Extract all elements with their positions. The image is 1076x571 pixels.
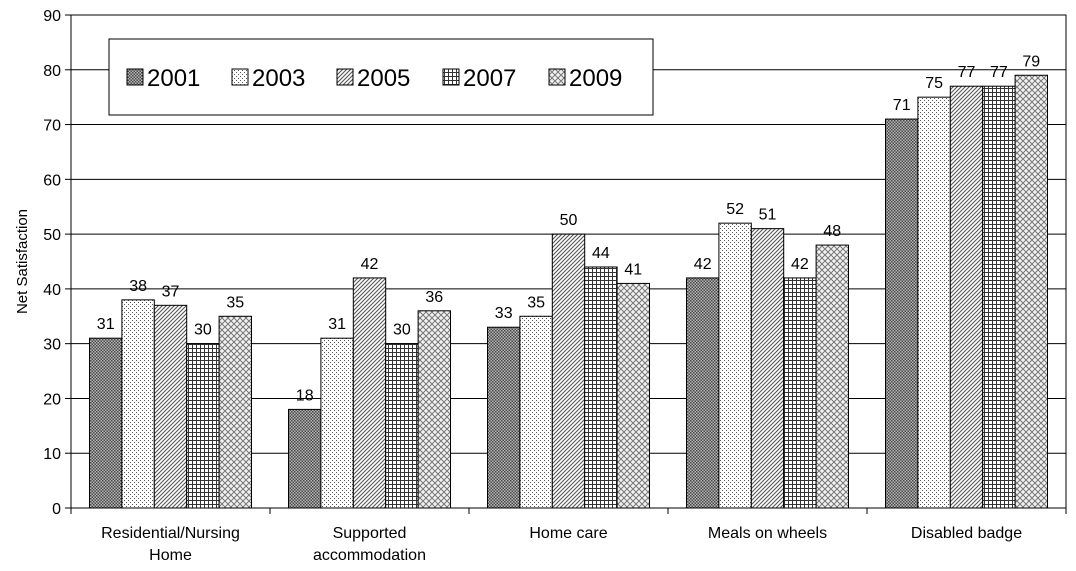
x-tick-label-line: Meals on wheels [708,525,827,542]
data-label-2009: 35 [226,294,244,311]
bar-2003 [917,96,951,509]
legend-swatch-2009 [548,68,566,86]
bar-2001 [487,326,521,509]
bar-2007 [385,343,419,509]
bar-2007 [186,343,220,509]
data-label-2007: 30 [194,322,212,339]
bar-2003 [718,222,752,509]
bar-2005 [551,233,586,509]
data-label-2007: 30 [393,322,411,339]
legend-label-2007: 2007 [463,65,516,92]
legend-label-2003: 2003 [252,65,305,92]
data-label-2005: 50 [560,212,578,229]
data-label-2005: 77 [958,64,976,81]
bar-2001 [686,277,720,509]
data-label-2007: 42 [791,256,809,273]
bar-2007 [982,85,1016,509]
y-tick-label: 40 [43,282,61,299]
x-tick-label-line: Home care [529,525,607,542]
data-label-2001: 42 [694,256,712,273]
data-label-2003: 38 [129,278,147,295]
data-label-2003: 35 [527,294,545,311]
data-label-2003: 31 [328,316,346,333]
data-label-2009: 48 [823,223,841,240]
y-axis-title: Net Satisfaction [14,209,31,314]
data-label-2009: 79 [1022,53,1040,70]
y-tick-label: 80 [43,63,61,80]
y-tick-label: 90 [43,8,61,25]
legend: 2001 2003 2005 2007 2009 [108,38,654,116]
plot-area-border [70,14,1067,509]
legend-swatch-2007 [442,68,460,86]
data-label-2005: 42 [361,256,379,273]
data-label-2005: 51 [759,207,777,224]
bar-2007 [783,277,817,509]
y-tick-label: 70 [43,118,61,135]
data-label-2001: 31 [97,316,115,333]
data-label-2003: 75 [925,75,943,92]
legend-label-2009: 2009 [569,65,622,92]
x-tick-label-line: Disabled badge [911,525,1022,542]
x-tick-label-line: Residential/Nursing [101,525,240,542]
axes: 0 10 20 30 40 50 60 70 80 90 Residential/Nursing Ho… [14,8,1067,564]
bar-2005 [949,85,984,509]
bar-2005 [352,277,387,509]
x-tick-label: Residential/Nursing Home [101,525,240,564]
data-label-2009: 36 [425,289,443,306]
data-label-2009: 41 [624,261,642,278]
y-tick-label: 0 [52,501,61,518]
bar-2001 [89,337,123,509]
x-tick-label: Supported accommodation [313,525,426,564]
bar-2009 [417,310,452,509]
y-tick-label: 50 [43,227,61,244]
bar-2005 [750,228,785,509]
bar-2009 [1014,74,1048,509]
legend-swatch-2001 [126,68,144,86]
y-tick-label: 60 [43,172,61,189]
x-tick-label: Disabled badge [911,525,1022,542]
bar-2009 [218,315,253,509]
x-tick-label-line: Supported [333,525,407,542]
bar-2003 [519,315,553,509]
data-label-2001: 33 [495,305,513,322]
bar-2003 [121,299,155,509]
y-tick-label: 20 [43,391,61,408]
bar-2001 [885,118,919,509]
data-label-2001: 71 [893,97,911,114]
legend-label-2001: 2001 [147,65,200,92]
bar-2007 [584,266,618,509]
bar-2003 [320,337,354,509]
bar-2009 [616,282,650,509]
x-tick-label-line: Home [149,547,192,564]
bar-2001 [288,408,322,509]
data-label-2001: 18 [296,387,314,404]
x-tick-label: Meals on wheels [708,525,827,542]
y-tick-label: 30 [43,337,61,354]
bar-2005 [153,304,188,509]
legend-swatch-2005 [336,68,354,86]
x-tick-label-line: accommodation [313,547,426,564]
data-label-2007: 44 [592,245,610,262]
legend-label-2005: 2005 [357,65,410,92]
data-labels: 31 38 37 30 35 18 31 42 30 36 33 35 50 44 41 42 52 51 42 48… [97,53,1040,404]
bar-2009 [815,244,849,509]
data-label-2003: 52 [726,201,744,218]
y-tick-label: 10 [43,446,61,463]
bars [89,74,1048,509]
legend-swatch-2003 [231,68,249,86]
data-label-2005: 37 [162,283,180,300]
data-label-2007: 77 [990,64,1008,81]
x-tick-label: Home care [529,525,607,542]
